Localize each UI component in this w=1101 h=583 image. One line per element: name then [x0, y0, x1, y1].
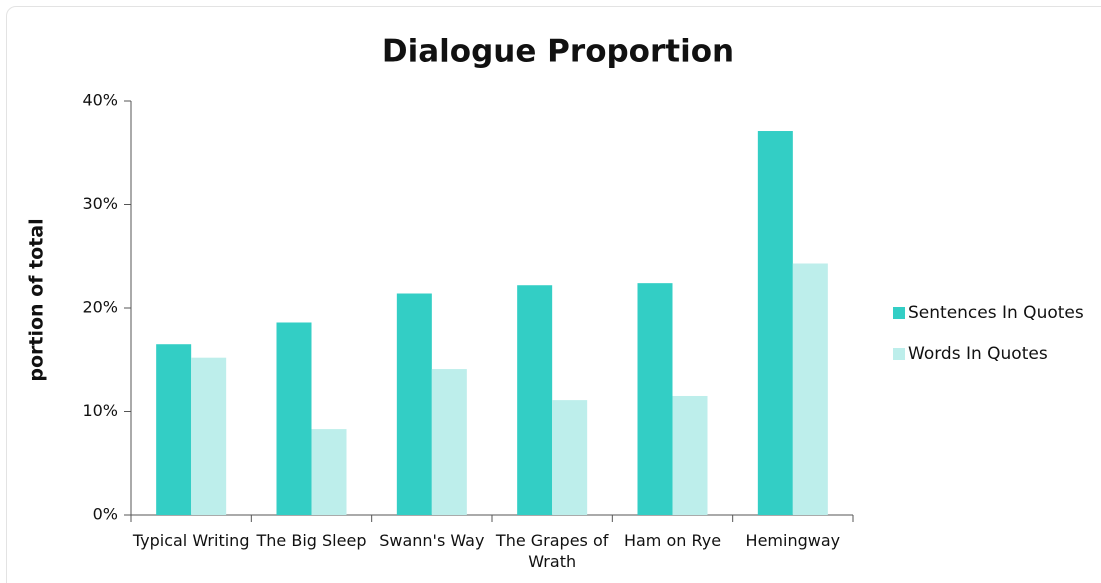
x-tick-label: Typical Writing [132, 531, 250, 550]
y-tick-label: 20% [82, 298, 118, 317]
y-tick-label: 30% [82, 194, 118, 213]
bar [637, 283, 673, 515]
y-axis-label: portion of total [26, 218, 48, 381]
x-tick-label: The Grapes of Wrath [495, 531, 609, 571]
y-tick-label: 40% [82, 91, 118, 110]
bar [156, 344, 192, 515]
bar [672, 395, 708, 515]
x-tick-label: The Big Sleep [256, 531, 367, 550]
chart-title: Dialogue Proportion [382, 34, 734, 70]
legend-label: Sentences In Quotes [908, 303, 1084, 323]
bar [191, 357, 227, 515]
bar [431, 369, 467, 515]
bar [757, 131, 793, 515]
y-tick-label: 10% [82, 401, 118, 420]
bar [396, 293, 432, 515]
x-tick-label: Ham on Rye [623, 531, 722, 550]
bar [792, 263, 828, 515]
x-tick-label: Swann's Way [379, 531, 485, 550]
x-tick-label: Hemingway [745, 531, 841, 550]
bar [552, 400, 588, 515]
card [6, 6, 1101, 583]
y-tick-label: 0% [93, 505, 118, 524]
bar [517, 285, 553, 515]
bar [311, 429, 347, 515]
legend-swatch [893, 348, 905, 360]
legend-label: Words In Quotes [908, 344, 1048, 364]
bar [276, 322, 312, 515]
legend-swatch [893, 307, 905, 319]
